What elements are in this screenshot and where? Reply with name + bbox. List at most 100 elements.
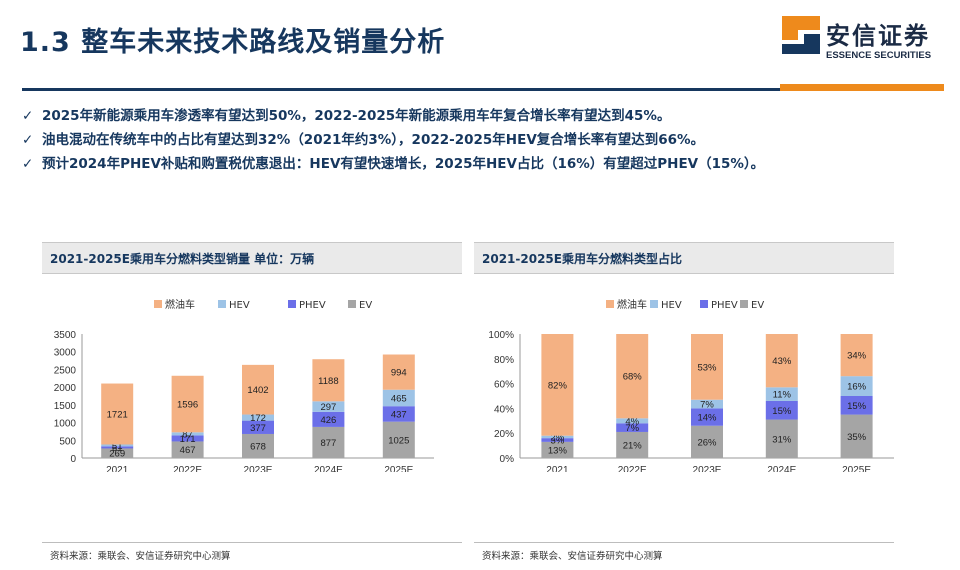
data-label-ev: 1025 xyxy=(388,435,409,446)
bar-ev xyxy=(616,431,649,458)
key-points: ✓ 2025年新能源乘用车渗透率有望达到50%，2022-2025年新能源乘用车年… xyxy=(22,104,764,176)
source-note: 资料来源：乘联会、安信证券研究中心测算 xyxy=(50,551,231,562)
x-tick-label: 2024E xyxy=(314,465,343,472)
y-tick-label: 80% xyxy=(494,355,514,366)
bar-ev xyxy=(382,421,415,458)
data-label-ev: 877 xyxy=(320,438,336,449)
bullet-point: ✓ 油电混动在传统车中的占比有望达到32%（2021年约3%），2022-2025… xyxy=(22,128,764,152)
y-tick-label: 0% xyxy=(500,454,515,465)
y-tick-label: 40% xyxy=(494,404,514,415)
data-label-ev: 13% xyxy=(548,445,568,456)
bar-ice xyxy=(616,334,649,419)
bar-hev xyxy=(242,414,274,421)
x-tick-label: 2021 xyxy=(106,465,129,472)
bullet-text: 2025年新能源乘用车渗透率有望达到50%，2022-2025年新能源乘用车年复… xyxy=(42,108,671,124)
bullet-text: 油电混动在传统车中的占比有望达到32%（2021年约3%），2022-2025年… xyxy=(42,132,705,148)
x-tick-label: 2021 xyxy=(546,465,569,472)
logo-english-name: ESSENCE SECURITIES xyxy=(826,50,932,61)
data-label-hev: 4% xyxy=(625,416,639,427)
data-label-phev: 15% xyxy=(772,406,792,417)
share-panel: 2021-2025E乘用车分燃料类型占比 燃油车 HEV PHEV EV 0% 20% 40… xyxy=(474,242,894,562)
legend-label-hev: HEV xyxy=(661,300,682,311)
bar-phev xyxy=(382,406,415,422)
data-label-ev: 678 xyxy=(250,441,266,452)
panel-title: 2021-2025E乘用车分燃料类型占比 xyxy=(482,252,682,266)
bar-hev xyxy=(616,418,649,424)
legend-swatch-phev xyxy=(288,300,296,308)
panel-divider xyxy=(42,542,462,543)
data-label-phev: 61 xyxy=(112,443,123,454)
x-tick-label: 2025E xyxy=(842,465,871,472)
data-label-ice: 82% xyxy=(548,380,568,391)
bar-hev xyxy=(691,399,723,409)
bar-ice xyxy=(171,375,204,433)
bar-ice xyxy=(541,334,574,436)
bar-phev xyxy=(171,435,204,442)
y-tick-label: 1500 xyxy=(54,401,77,412)
data-label-hev: 51 xyxy=(112,441,123,452)
bar-ice xyxy=(765,334,798,388)
y-tick-label: 500 xyxy=(59,436,76,447)
check-icon: ✓ xyxy=(22,156,34,172)
data-label-hev: 172 xyxy=(250,413,266,424)
legend-swatch-phev xyxy=(700,300,708,308)
data-label-phev: 377 xyxy=(250,423,266,434)
logo-mark-icon xyxy=(782,16,820,54)
x-tick-label: 2022E xyxy=(173,465,202,472)
source-note: 资料来源：乘联会、安信证券研究中心测算 xyxy=(482,551,663,562)
legend-label-ice: 燃油车 xyxy=(165,298,195,311)
panel-title: 2021-2025E乘用车分燃料类型销量 单位：万辆 xyxy=(50,252,315,266)
legend-label-phev: PHEV xyxy=(299,300,326,311)
data-label-phev: 426 xyxy=(320,415,336,426)
bar-ice xyxy=(242,364,274,415)
x-tick-label: 2023E xyxy=(244,465,273,472)
bar-ice xyxy=(840,334,873,377)
bullet-point: ✓ 2025年新能源乘用车渗透率有望达到50%，2022-2025年新能源乘用车年… xyxy=(22,104,764,128)
bar-phev xyxy=(541,438,574,442)
bar-phev xyxy=(242,420,274,434)
data-label-ev: 35% xyxy=(847,432,867,443)
share-chart: 燃油车 HEV PHEV EV 0% 20% 40% 60% 80% 100% 13%3%2% 82%… xyxy=(488,298,894,472)
bar-ev xyxy=(541,441,574,458)
data-label-ice: 1402 xyxy=(247,385,268,396)
x-tick-label: 2023E xyxy=(693,465,722,472)
legend-label-ice: 燃油车 xyxy=(617,298,647,311)
bar-ev xyxy=(691,425,723,458)
check-icon: ✓ xyxy=(22,132,34,148)
bar-hev xyxy=(312,401,345,412)
bar-ice xyxy=(312,359,345,402)
panel-title-bar: 2021-2025E乘用车分燃料类型占比 xyxy=(474,242,894,274)
check-icon: ✓ xyxy=(22,108,34,124)
data-label-hev: 87 xyxy=(182,429,193,440)
company-logo: 安信证券 ESSENCE SECURITIES xyxy=(782,14,942,70)
legend-label-ev: EV xyxy=(359,300,372,311)
y-tick-label: 3500 xyxy=(54,330,77,341)
sales-volume-chart: 燃油车 HEV PHEV EV 0 500 1000 1500 2000 2500 3000 3500… xyxy=(54,298,434,472)
data-label-hev: 297 xyxy=(320,402,336,413)
page-title: 1.3 整车未来技术路线及销量分析 xyxy=(20,27,446,58)
legend-swatch-ice xyxy=(606,300,614,308)
data-label-hev: 465 xyxy=(391,393,407,404)
bar-phev xyxy=(616,423,649,432)
data-label-phev: 15% xyxy=(847,401,867,412)
legend-swatch-ev xyxy=(348,300,356,308)
data-label-ice: 994 xyxy=(391,368,407,379)
panel-divider xyxy=(474,542,894,543)
y-tick-label: 60% xyxy=(494,380,514,391)
bullet-text: 预计2024年PHEV补贴和购置税优惠退出：HEV有望快速增长，2025年HEV… xyxy=(42,156,765,172)
bar-ev xyxy=(171,441,204,458)
data-label-phev: 7% xyxy=(625,423,639,434)
data-label-hev: 11% xyxy=(773,390,792,401)
data-label-ice: 34% xyxy=(847,351,867,362)
panel-title-bar: 2021-2025E乘用车分燃料类型销量 单位：万辆 xyxy=(42,242,462,274)
data-label-ice: 1188 xyxy=(318,376,338,387)
legend-swatch-ice xyxy=(154,300,162,308)
data-label-ev: 31% xyxy=(772,434,792,445)
bar-hev xyxy=(171,432,204,436)
bar-ev xyxy=(101,448,134,458)
bar-ev xyxy=(312,426,345,458)
data-label-ice: 43% xyxy=(772,356,792,367)
bar-ev xyxy=(765,419,798,458)
legend-label-phev: PHEV xyxy=(711,300,738,311)
data-label-hev: 2% xyxy=(551,432,565,443)
